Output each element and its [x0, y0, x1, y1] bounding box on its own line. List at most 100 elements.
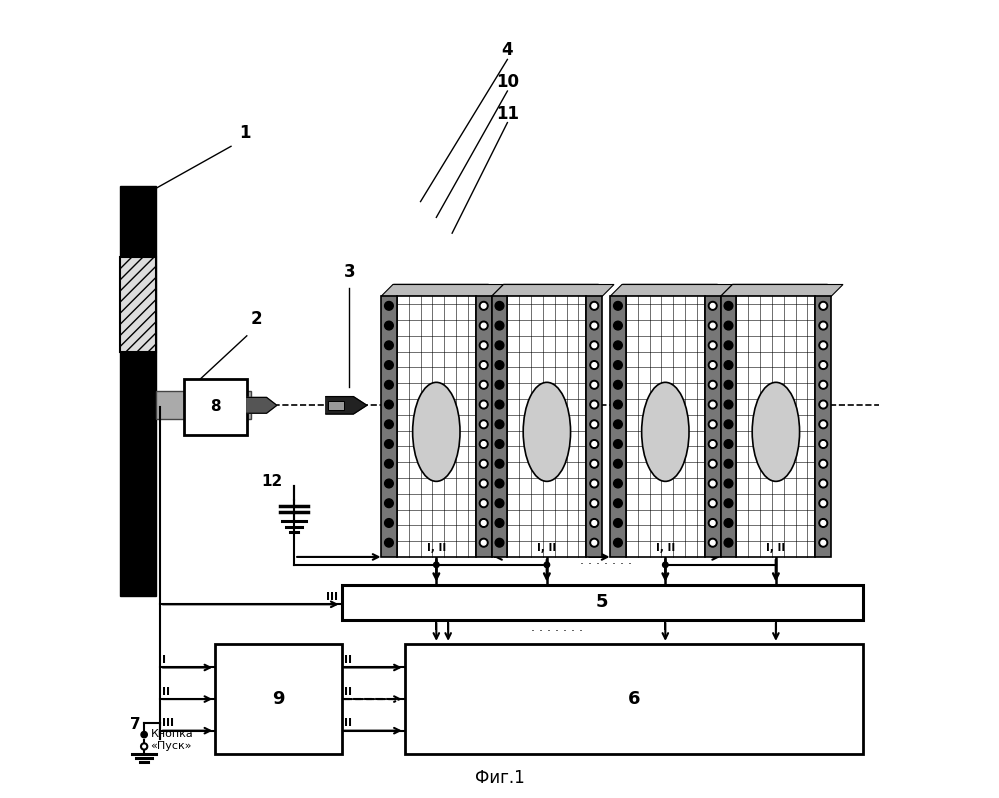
Circle shape — [821, 303, 825, 308]
Circle shape — [482, 481, 487, 486]
Bar — [610, 296, 625, 557]
Circle shape — [591, 303, 596, 308]
Bar — [397, 296, 476, 557]
Circle shape — [480, 420, 489, 429]
Circle shape — [708, 499, 717, 508]
Circle shape — [819, 322, 827, 330]
Circle shape — [496, 361, 503, 369]
Text: · · · · · · ·: · · · · · · · — [530, 626, 582, 638]
Circle shape — [724, 440, 733, 448]
Circle shape — [591, 323, 596, 328]
Circle shape — [480, 440, 489, 448]
Text: 12: 12 — [261, 475, 283, 489]
Circle shape — [591, 382, 596, 387]
Circle shape — [724, 519, 733, 527]
Circle shape — [496, 440, 503, 448]
Circle shape — [613, 420, 622, 429]
Circle shape — [590, 539, 598, 547]
Circle shape — [385, 519, 394, 527]
Circle shape — [819, 539, 827, 547]
Circle shape — [613, 381, 622, 389]
Circle shape — [385, 361, 394, 369]
Bar — [720, 296, 736, 557]
Circle shape — [496, 460, 503, 468]
Circle shape — [496, 519, 503, 527]
Circle shape — [590, 302, 598, 310]
Circle shape — [544, 562, 549, 567]
Text: III: III — [326, 592, 338, 602]
Text: I, II: I, II — [427, 543, 446, 553]
Text: II: II — [344, 655, 352, 665]
Circle shape — [591, 461, 596, 466]
Circle shape — [821, 343, 825, 348]
Polygon shape — [381, 285, 503, 296]
Polygon shape — [492, 285, 614, 296]
Circle shape — [821, 422, 825, 427]
Circle shape — [613, 539, 622, 547]
Text: Кнопка
«Пуск»: Кнопка «Пуск» — [151, 729, 193, 751]
Circle shape — [724, 539, 733, 547]
Circle shape — [590, 519, 598, 527]
Circle shape — [480, 499, 489, 508]
Circle shape — [385, 539, 394, 547]
Circle shape — [613, 499, 622, 508]
Circle shape — [496, 341, 503, 350]
Text: Фиг.1: Фиг.1 — [475, 769, 524, 787]
Circle shape — [819, 361, 827, 369]
Circle shape — [591, 520, 596, 525]
Circle shape — [708, 420, 717, 429]
Text: II: II — [344, 718, 352, 729]
Circle shape — [482, 343, 487, 348]
Circle shape — [708, 460, 717, 468]
Circle shape — [710, 461, 715, 466]
Circle shape — [482, 323, 487, 328]
Circle shape — [482, 382, 487, 387]
Circle shape — [710, 501, 715, 506]
Text: 11: 11 — [496, 105, 518, 123]
Circle shape — [613, 440, 622, 448]
Circle shape — [590, 341, 598, 350]
Circle shape — [819, 499, 827, 508]
Circle shape — [710, 402, 715, 407]
Circle shape — [480, 381, 489, 389]
Circle shape — [480, 460, 489, 468]
Ellipse shape — [752, 382, 799, 481]
Circle shape — [480, 539, 489, 547]
Text: 9: 9 — [272, 690, 285, 708]
Polygon shape — [732, 285, 827, 545]
Text: II: II — [162, 687, 170, 697]
Circle shape — [480, 341, 489, 350]
Circle shape — [821, 540, 825, 545]
Circle shape — [591, 481, 596, 486]
Circle shape — [710, 481, 715, 486]
Circle shape — [819, 341, 827, 350]
Bar — [342, 585, 863, 620]
Circle shape — [710, 520, 715, 525]
Text: 7: 7 — [130, 717, 140, 733]
Circle shape — [724, 499, 733, 508]
Circle shape — [591, 501, 596, 506]
Text: III: III — [162, 718, 174, 729]
Circle shape — [385, 479, 394, 488]
Ellipse shape — [641, 382, 689, 481]
Text: I: I — [447, 622, 451, 632]
Circle shape — [480, 479, 489, 488]
Circle shape — [590, 440, 598, 448]
Text: I: I — [663, 622, 667, 632]
Circle shape — [710, 540, 715, 545]
Bar — [625, 296, 705, 557]
Text: I, II: I, II — [537, 543, 556, 553]
Circle shape — [480, 322, 489, 330]
Polygon shape — [503, 285, 598, 545]
Circle shape — [482, 422, 487, 427]
Polygon shape — [705, 285, 716, 557]
Circle shape — [821, 362, 825, 367]
Circle shape — [710, 382, 715, 387]
Circle shape — [821, 402, 825, 407]
Bar — [121, 186, 156, 596]
Bar — [328, 401, 344, 410]
Circle shape — [708, 519, 717, 527]
Circle shape — [819, 479, 827, 488]
Circle shape — [482, 461, 487, 466]
Circle shape — [480, 519, 489, 527]
